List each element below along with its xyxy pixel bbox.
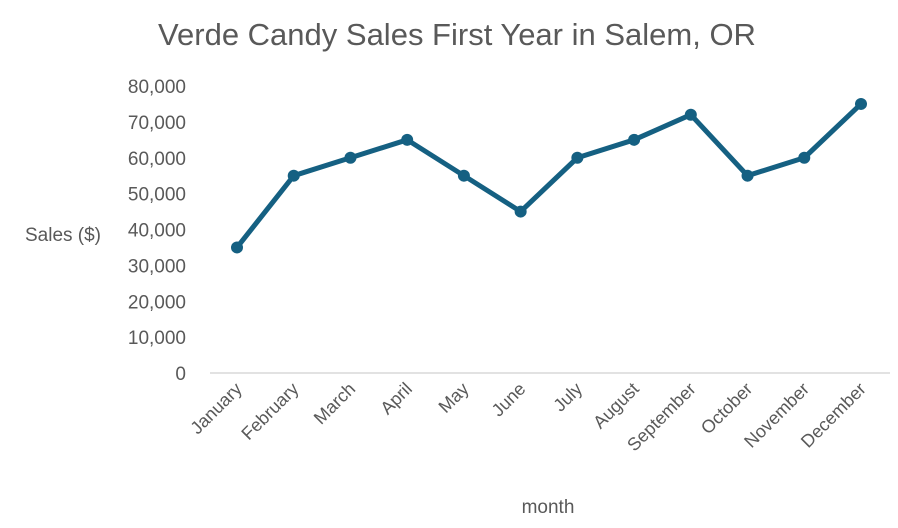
data-point-july [571, 151, 584, 164]
data-point-march [344, 151, 357, 164]
data-point-february [287, 169, 300, 182]
data-point-june [514, 205, 527, 218]
x-tick-label: July [549, 379, 586, 416]
y-tick-label: 60,000 [128, 149, 186, 170]
y-tick-label: 70,000 [128, 113, 186, 134]
y-axis-label: Sales ($) [25, 225, 101, 246]
data-point-january [231, 241, 243, 254]
y-tick-label: 10,000 [128, 328, 186, 349]
y-tick-label: 50,000 [128, 185, 186, 206]
y-tick-label: 80,000 [128, 77, 186, 98]
data-point-october [741, 169, 754, 182]
x-tick-label: August [589, 379, 643, 433]
x-tick-label: March [310, 379, 360, 429]
x-tick-label: April [376, 379, 416, 419]
y-tick-label: 30,000 [128, 256, 186, 277]
data-point-august [628, 133, 641, 146]
data-point-may [457, 169, 470, 182]
data-point-september [684, 108, 697, 121]
y-tick-label: 0 [175, 364, 186, 385]
x-tick-label: May [435, 379, 473, 417]
y-tick-label: 40,000 [128, 221, 186, 242]
data-point-december [855, 97, 867, 110]
data-point-april [401, 133, 414, 146]
x-tick-label: June [488, 379, 530, 421]
series-line [235, 102, 863, 249]
chart-title: Verde Candy Sales First Year in Salem, O… [158, 17, 756, 52]
data-point-november [798, 151, 811, 164]
x-tick-label: February [237, 379, 302, 444]
x-axis-label: month [522, 497, 575, 518]
y-tick-label: 20,000 [128, 292, 186, 313]
